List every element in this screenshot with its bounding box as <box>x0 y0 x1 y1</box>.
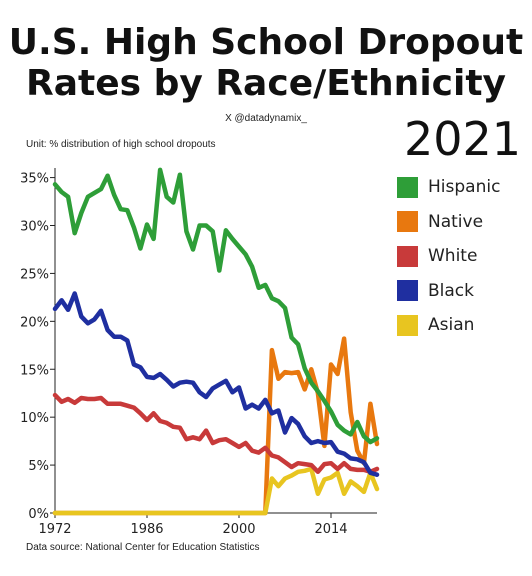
legend-swatch <box>397 211 418 232</box>
chart-legend: Hispanic Native White Black Asian <box>397 176 500 349</box>
series-line-hispanic <box>52 167 380 445</box>
legend-swatch <box>397 245 418 267</box>
x-tick-label: 2014 <box>314 522 347 537</box>
x-tick-label: 1972 <box>38 522 71 537</box>
y-tick-label: 0% <box>28 507 49 522</box>
chart-title-line-1: U.S. High School Dropout <box>8 22 524 63</box>
unit-note: Unit: % distribution of high school drop… <box>26 139 216 150</box>
chart-title-line-2: Rates by Race/Ethnicity <box>25 63 507 104</box>
series-line-black <box>52 291 380 477</box>
y-tick-label: 25% <box>20 267 49 282</box>
series-line-asian <box>52 466 380 516</box>
legend-label: Black <box>428 280 474 301</box>
legend-label: Asian <box>428 315 475 335</box>
x-tick-label: 2000 <box>222 522 255 537</box>
y-tick-label: 5% <box>28 459 49 474</box>
legend-item-hispanic: Hispanic <box>397 176 500 198</box>
legend-swatch <box>397 176 418 198</box>
series-line-white <box>52 392 380 475</box>
legend-swatch <box>397 280 418 301</box>
series-line-native <box>52 336 380 516</box>
y-tick-label: 15% <box>20 363 49 378</box>
y-tick-label: 35% <box>20 172 49 187</box>
legend-item-native: Native <box>397 211 500 233</box>
data-source: Data source: National Center for Educati… <box>26 542 260 553</box>
legend-item-asian: Asian <box>397 314 500 336</box>
y-tick-label: 30% <box>20 220 49 235</box>
year-label: 2021 <box>404 112 522 166</box>
legend-label: White <box>428 246 478 266</box>
author-handle: X @datadynamix_ <box>225 113 307 124</box>
legend-item-black: Black <box>397 280 500 302</box>
y-tick-label: 20% <box>20 315 49 330</box>
legend-label: Hispanic <box>428 177 501 197</box>
legend-item-white: White <box>397 245 500 267</box>
chart-title: U.S. High School Dropout Rates by Race/E… <box>0 22 532 104</box>
legend-swatch <box>397 314 418 336</box>
legend-label: Native <box>428 211 484 232</box>
x-tick-label: 1986 <box>130 522 163 537</box>
y-tick-label: 10% <box>20 411 49 426</box>
